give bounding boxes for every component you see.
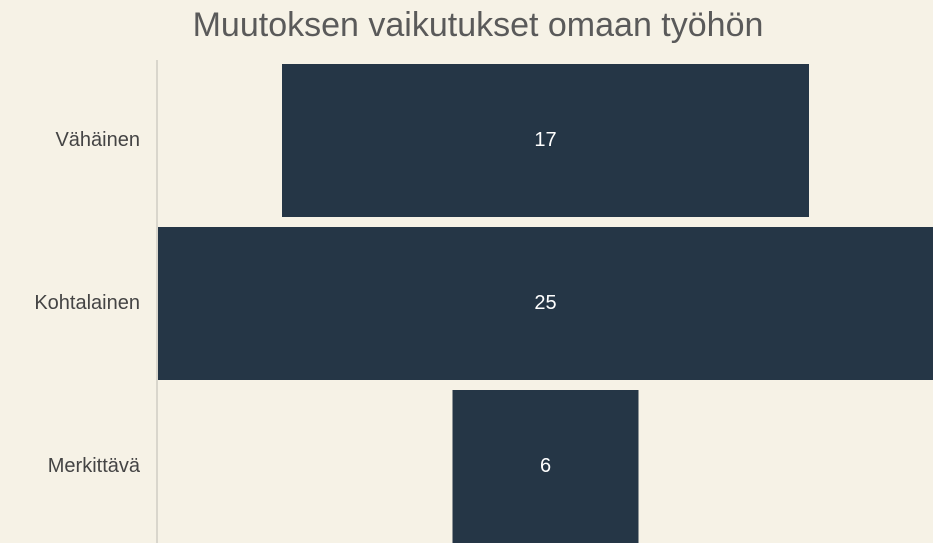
data-label: 6 (540, 455, 551, 477)
category-label: Vähäinen (55, 129, 140, 151)
bar (282, 64, 809, 217)
bar (158, 227, 933, 380)
category-label: Kohtalainen (34, 292, 140, 314)
bar (452, 390, 639, 543)
data-label: 17 (534, 129, 556, 151)
chart-title: Muutoksen vaikutukset omaan työhön (193, 6, 764, 44)
category-label: Merkittävä (48, 455, 141, 477)
data-label: 25 (534, 292, 556, 314)
